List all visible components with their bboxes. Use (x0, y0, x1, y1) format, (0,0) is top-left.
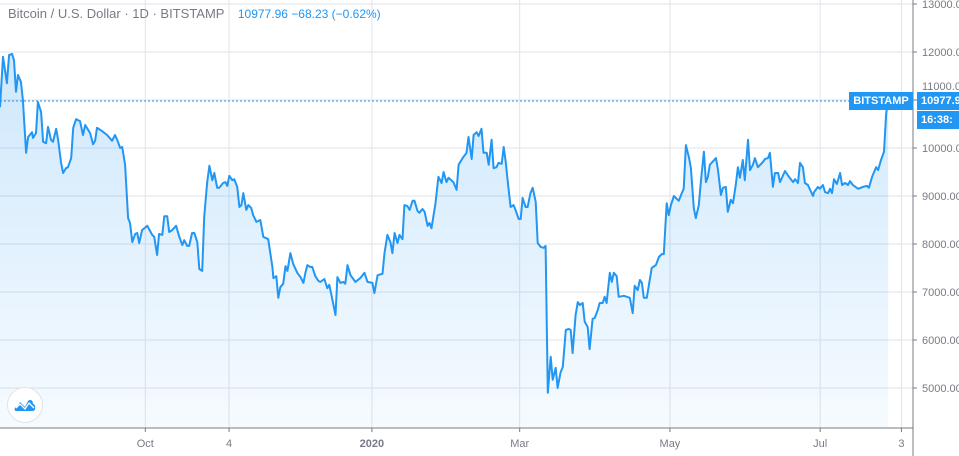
legend-values: 10977.96 −68.23 (−0.62%) (238, 7, 381, 21)
price-area-fill (0, 53, 889, 429)
y-tick-label: 13000.00 (922, 0, 959, 11)
symbol-legend: Bitcoin / U.S. Dollar · 1D · BITSTAMP 10… (8, 6, 381, 21)
y-tick-label: 5000.00 (922, 383, 959, 395)
time-axis[interactable]: Oct 4 2020 Mar May Jul 3 (0, 427, 913, 450)
bar-countdown-label: 16:38: (917, 111, 959, 129)
tradingview-cloud-icon (14, 400, 36, 411)
y-tick-label: 9000.00 (922, 191, 959, 203)
price-axis[interactable]: 13000.00 12000.00 11000.00 10000.00 9000.00 8… (912, 0, 959, 456)
last-price-label: 10977.96 (917, 92, 959, 110)
symbol-title: Bitcoin / U.S. Dollar · 1D · BITSTAMP (8, 6, 225, 21)
y-tick-label: 8000.00 (922, 239, 959, 251)
y-tick-label: 11000.00 (922, 81, 959, 93)
x-tick-label: Jul (813, 438, 827, 450)
y-tick-label: 6000.00 (922, 335, 959, 347)
x-tick-label: May (660, 438, 681, 450)
tradingview-logo-button[interactable] (7, 387, 43, 423)
y-tick-label: 7000.00 (922, 287, 959, 299)
x-tick-label: 3 (898, 438, 904, 450)
y-tick-label: 10000.00 (922, 143, 959, 155)
y-tick-label: 12000.00 (922, 47, 959, 59)
last-price: 10977.96 (237, 7, 288, 21)
price-change-percent: (−0.62%) (331, 7, 381, 21)
x-tick-label: Mar (510, 438, 529, 450)
price-change: −68.23 (291, 7, 329, 21)
exchange-label: BITSTAMP (849, 92, 913, 110)
x-tick-label: Oct (137, 438, 154, 450)
x-tick-label: 4 (226, 438, 232, 450)
x-tick-label: 2020 (360, 438, 384, 450)
price-series-line (0, 52, 890, 394)
